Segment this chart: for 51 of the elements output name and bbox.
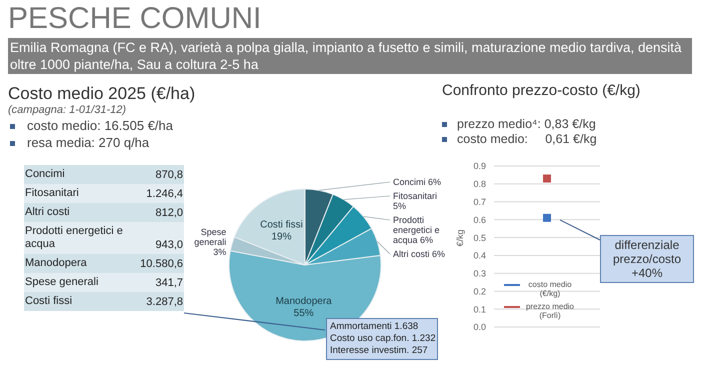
text: Ammortamenti 1.638 bbox=[330, 321, 420, 333]
category-label: Prodotti energetici e acqua bbox=[24, 224, 124, 252]
y-tick-label: 0.0 bbox=[473, 322, 486, 332]
y-tick-label: 0.1 bbox=[473, 304, 486, 314]
text: costo medio: 0,61 €/kg bbox=[456, 132, 597, 146]
text: prezzo medio⁴: 0,83 €/kg bbox=[456, 117, 596, 131]
y-tick-label: 0.6 bbox=[473, 214, 486, 225]
y-tick-label: 0.9 bbox=[473, 161, 486, 172]
y-tick-label: 0.2 bbox=[473, 286, 486, 296]
text: 870,8 bbox=[155, 169, 183, 181]
text: Emilia Romagna (FC e RA), varietà a polpa gialla, impianto a fusetto e simili, maturazione medio tardiva, densità oltre 1000 piante/ha, Sau a coltura 2-5 ha bbox=[8, 38, 692, 74]
y-tick-label: 0.8 bbox=[473, 179, 486, 190]
category-label: Fitosanitari bbox=[24, 186, 80, 201]
data-label: 3% bbox=[213, 247, 226, 258]
category-label: Manodopera bbox=[24, 256, 88, 271]
y-axis-title: €/kg bbox=[455, 229, 466, 246]
text: 341,7 bbox=[155, 277, 183, 289]
slice-label: Altri costi 6% bbox=[393, 249, 446, 259]
data-label: 19% bbox=[271, 231, 292, 242]
chart-title: Costo medio 2025 (€/ha) bbox=[8, 84, 196, 104]
slice-label: Manodopera bbox=[276, 296, 332, 307]
slice-label: Prodotti energetici e acqua 6% bbox=[393, 215, 440, 245]
text: 943,0 bbox=[155, 239, 183, 251]
y-tick-label: 0.7 bbox=[473, 196, 486, 207]
y-tick-label: 0.3 bbox=[473, 268, 486, 279]
category-label: Costi fissi bbox=[24, 294, 74, 309]
data-label: 5% bbox=[393, 201, 406, 211]
category-label: Concimi bbox=[24, 167, 66, 182]
y-tick-label: 0.4 bbox=[473, 250, 486, 261]
legend-label: costo medio (€/kg) bbox=[527, 280, 573, 298]
text: Interesse investim. 257 bbox=[330, 345, 429, 357]
text: Costo uso cap.fon. 1.232 bbox=[330, 333, 436, 345]
y-tick-label: 0.5 bbox=[473, 232, 486, 243]
text: 3.287,8 bbox=[146, 296, 183, 308]
data-label: 55% bbox=[294, 308, 314, 319]
slice-label: Costi fissi bbox=[260, 219, 303, 230]
text: costo medio: 16.505 €/ha bbox=[26, 118, 173, 133]
text: 10.580,6 bbox=[140, 258, 183, 270]
category-label: Altri costi bbox=[24, 205, 71, 220]
text: resa media: 270 q/ha bbox=[26, 135, 150, 150]
slice-label: Fitosanitari bbox=[393, 191, 438, 201]
text: 1.246,4 bbox=[146, 188, 183, 200]
slice-label: Concimi 6% bbox=[393, 177, 442, 187]
chart-title: Confronto prezzo-costo (€/kg) bbox=[442, 82, 640, 99]
slice-label: Spese generali bbox=[194, 227, 226, 248]
category-label: Spese generali bbox=[24, 275, 100, 290]
text: 812,0 bbox=[155, 207, 183, 219]
text: (campagna: 1-01/31-12) bbox=[8, 104, 126, 116]
text: differenziale prezzo/costo +40% bbox=[600, 235, 694, 283]
legend-label: prezzo medio (Forlì) bbox=[524, 302, 576, 320]
text: PESCHE COMUNI bbox=[8, 2, 262, 36]
